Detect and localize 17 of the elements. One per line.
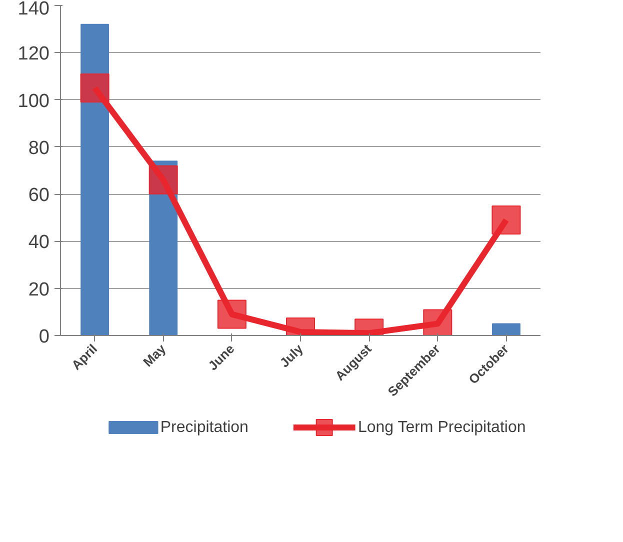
point	[217, 300, 246, 329]
legend-label: Precipitation	[160, 419, 248, 436]
y-tick-label: 60	[28, 185, 50, 206]
y-tick-label: 40	[28, 232, 50, 254]
y-tick-label: 140	[18, 0, 50, 20]
y-tick-label: 20	[28, 279, 50, 300]
bar	[492, 323, 520, 336]
x-tick-label: July	[276, 340, 306, 370]
y-tick-label: 80	[28, 138, 50, 159]
point	[80, 74, 110, 102]
y-tick-label: 120	[18, 44, 50, 65]
legend-label: Long Term Precipitation	[358, 419, 526, 436]
y-tick-label: 100	[18, 90, 50, 112]
x-tick-label: May	[140, 340, 170, 370]
y-tick-label: 0	[38, 326, 50, 348]
point	[492, 206, 521, 234]
point	[148, 165, 178, 194]
